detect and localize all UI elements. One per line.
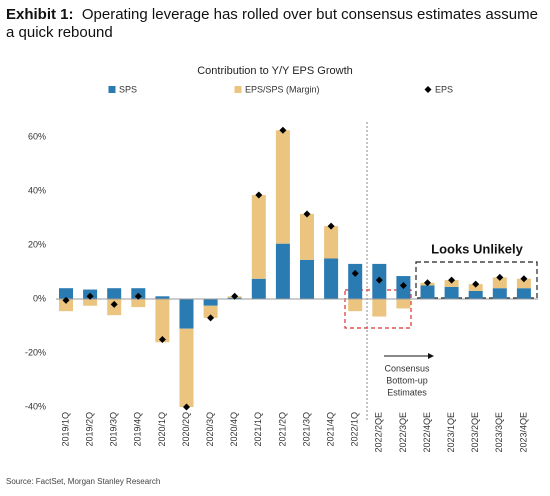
x-tick-label: 2022/2QE: [374, 412, 384, 453]
bar-segment: [372, 299, 387, 317]
eps-marker: [183, 403, 190, 411]
eps-marker: [424, 279, 431, 287]
x-tick-label: 2021/4Q: [325, 412, 335, 447]
source: Source: FactSet, Morgan Stanley Research: [6, 477, 160, 486]
annotation: Consensus: [384, 363, 430, 373]
x-tick-label: 2021/1Q: [253, 412, 263, 447]
eps-marker: [303, 210, 311, 218]
bar-segment: [516, 278, 531, 289]
bar-segment: [59, 299, 73, 312]
bar-segment: [516, 288, 531, 299]
eps-marker: [472, 280, 480, 288]
bar-segment: [444, 286, 459, 299]
bar-segment: [492, 277, 507, 289]
legend-label: SPS: [119, 84, 137, 94]
legend-label: EPS: [435, 84, 453, 94]
x-tick-label: 2020/2Q: [181, 412, 191, 447]
x-tick-label: 2023/3QE: [494, 412, 504, 453]
bar-segment: [251, 195, 266, 279]
bar-segment: [179, 299, 194, 329]
bar-segment: [179, 328, 194, 407]
bar-segment: [396, 299, 411, 309]
y-tick-label: 20%: [28, 239, 46, 249]
bar-segment: [275, 130, 290, 244]
x-tick-label: 2022/4QE: [422, 412, 432, 453]
eps-marker: [448, 276, 456, 284]
y-tick-label: 60%: [28, 131, 46, 141]
x-tick-label: 2023/4QE: [518, 412, 528, 453]
chart-title: Operating leverage has rolled over but c…: [6, 6, 538, 41]
bar-segment: [420, 285, 435, 299]
x-tick-label: 2019/4Q: [133, 412, 143, 447]
eps-marker: [255, 191, 263, 199]
bar-segment: [251, 278, 266, 299]
bar-segment: [348, 299, 363, 312]
bar-segment: [203, 299, 218, 306]
bar-segment: [107, 288, 122, 299]
y-tick-label: -40%: [25, 401, 46, 411]
bar-segment: [59, 288, 73, 299]
y-tick-label: 0%: [33, 293, 46, 303]
x-tick-label: 2019/1Q: [60, 412, 70, 447]
bar-segment: [275, 243, 290, 299]
annotation: Bottom-up: [386, 375, 428, 385]
bar-segment: [492, 288, 507, 299]
eps-marker: [399, 282, 407, 289]
x-tick-label: 2022/3QE: [398, 412, 408, 453]
chart-subtitle: Contribution to Y/Y EPS Growth: [197, 65, 353, 77]
y-tick-label: 40%: [28, 185, 46, 195]
bar-segment: [324, 258, 339, 299]
bar-segment: [131, 299, 146, 308]
bar-segment: [348, 263, 363, 299]
eps-marker: [86, 292, 94, 300]
eps-marker: [110, 300, 118, 308]
eps-marker: [134, 292, 142, 300]
bar-segment: [203, 305, 218, 318]
eps-marker: [62, 296, 70, 304]
eps-marker: [520, 275, 528, 283]
x-tick-label: 2023/2QE: [470, 412, 480, 453]
eps-marker: [279, 126, 287, 134]
x-tick-label: 2020/4Q: [229, 412, 239, 447]
x-tick-label: 2019/3Q: [109, 412, 119, 447]
eps-marker: [496, 273, 504, 281]
bar-segment: [155, 296, 170, 299]
eps-marker: [327, 222, 335, 230]
y-tick-label: -20%: [25, 347, 46, 357]
bar-segment: [155, 299, 170, 343]
x-tick-label: 2019/2Q: [84, 412, 94, 447]
bar-segment: [300, 213, 314, 260]
bar-segment: [83, 299, 98, 306]
red-box: [344, 289, 412, 329]
bar-segment: [300, 259, 314, 299]
annotation: Looks Unlikely: [431, 241, 524, 256]
exhibit-label: Exhibit 1:: [6, 6, 74, 23]
legend-swatch: [234, 86, 242, 93]
eps-marker: [158, 336, 166, 343]
bar-segment: [468, 290, 483, 299]
eps-marker: [375, 276, 383, 284]
eps-marker: [351, 269, 359, 277]
arrow-head: [428, 353, 434, 359]
x-tick-label: 2023/1QE: [446, 412, 456, 453]
eps-marker: [231, 292, 239, 300]
x-tick-label: 2020/1Q: [157, 412, 167, 447]
legend-swatch: [108, 86, 116, 93]
header: Exhibit 1: Operating leverage has rolled…: [6, 6, 544, 42]
x-tick-label: 2020/3Q: [205, 412, 215, 447]
eps-marker: [207, 314, 215, 322]
annotation: Estimates: [387, 387, 427, 397]
legend-marker: [424, 86, 432, 93]
x-tick-label: 2021/3Q: [301, 412, 311, 447]
bar-segment: [324, 226, 339, 259]
x-tick-label: 2022/1Q: [350, 412, 360, 447]
x-tick-label: 2021/2Q: [277, 412, 287, 447]
legend-label: EPS/SPS (Margin): [245, 84, 320, 94]
